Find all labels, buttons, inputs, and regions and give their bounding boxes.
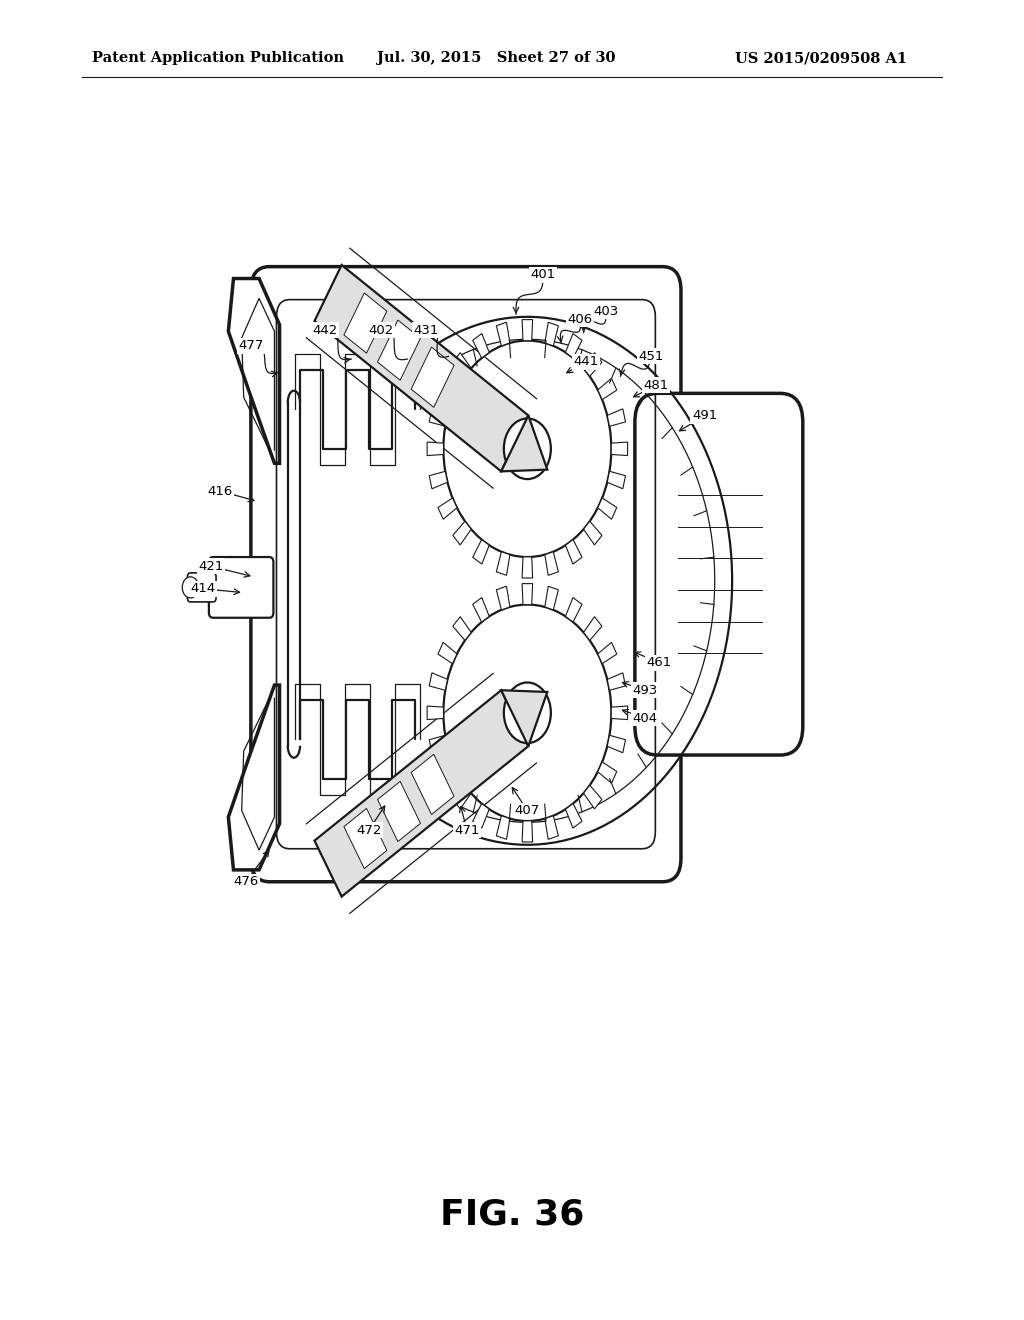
Polygon shape (584, 616, 602, 640)
Text: 402: 402 (369, 323, 393, 337)
Polygon shape (584, 352, 602, 376)
Text: 431: 431 (414, 323, 438, 337)
FancyBboxPatch shape (209, 557, 273, 618)
Text: 477: 477 (239, 339, 263, 352)
Polygon shape (228, 279, 280, 463)
Text: 404: 404 (633, 711, 657, 725)
Text: 403: 403 (594, 305, 618, 318)
Polygon shape (429, 471, 447, 488)
Polygon shape (453, 352, 471, 376)
Polygon shape (429, 735, 447, 752)
Circle shape (504, 682, 551, 743)
Polygon shape (314, 690, 528, 896)
Text: 451: 451 (639, 350, 664, 363)
Polygon shape (344, 808, 387, 869)
Polygon shape (584, 785, 602, 809)
Polygon shape (228, 685, 280, 870)
Polygon shape (412, 754, 454, 814)
Circle shape (443, 605, 611, 821)
Polygon shape (522, 557, 532, 578)
Polygon shape (565, 540, 582, 564)
Polygon shape (438, 643, 457, 664)
Polygon shape (438, 379, 457, 400)
Polygon shape (438, 498, 457, 519)
Circle shape (182, 577, 199, 598)
Polygon shape (545, 552, 558, 576)
Polygon shape (565, 598, 582, 622)
Text: 407: 407 (515, 804, 540, 817)
Polygon shape (565, 804, 582, 828)
Text: 421: 421 (199, 560, 223, 573)
Polygon shape (427, 706, 443, 719)
Polygon shape (607, 471, 626, 488)
Polygon shape (545, 586, 558, 610)
Polygon shape (473, 804, 489, 828)
Polygon shape (497, 586, 510, 610)
Polygon shape (522, 583, 532, 605)
Text: 461: 461 (647, 656, 672, 669)
Text: 472: 472 (356, 824, 381, 837)
Polygon shape (344, 293, 387, 354)
Text: 476: 476 (233, 875, 258, 888)
Polygon shape (378, 781, 421, 842)
Text: 401: 401 (530, 268, 555, 281)
Polygon shape (438, 762, 457, 783)
Polygon shape (453, 785, 471, 809)
Polygon shape (429, 673, 447, 690)
Circle shape (504, 418, 551, 479)
Polygon shape (598, 498, 616, 519)
Polygon shape (607, 735, 626, 752)
Polygon shape (453, 616, 471, 640)
Text: 471: 471 (455, 824, 479, 837)
Polygon shape (522, 821, 532, 842)
Polygon shape (584, 521, 602, 545)
FancyBboxPatch shape (187, 573, 216, 602)
Text: 416: 416 (208, 484, 232, 498)
Polygon shape (611, 706, 628, 719)
Polygon shape (545, 816, 558, 840)
Polygon shape (598, 379, 616, 400)
Polygon shape (314, 265, 528, 471)
Polygon shape (497, 816, 510, 840)
Polygon shape (378, 319, 421, 380)
Polygon shape (611, 442, 628, 455)
Polygon shape (501, 416, 548, 471)
Polygon shape (545, 322, 558, 346)
Polygon shape (607, 409, 626, 426)
Text: 441: 441 (573, 355, 598, 368)
Polygon shape (473, 540, 489, 564)
Text: 414: 414 (190, 582, 215, 595)
Polygon shape (427, 442, 443, 455)
Text: 481: 481 (644, 379, 669, 392)
Polygon shape (565, 334, 582, 358)
Text: FIG. 36: FIG. 36 (440, 1197, 584, 1232)
Text: 491: 491 (692, 409, 717, 422)
Text: Patent Application Publication: Patent Application Publication (92, 51, 344, 66)
Polygon shape (453, 521, 471, 545)
Polygon shape (522, 319, 532, 341)
Text: 406: 406 (567, 313, 592, 326)
Polygon shape (412, 347, 454, 408)
Text: US 2015/0209508 A1: US 2015/0209508 A1 (735, 51, 907, 66)
Polygon shape (607, 673, 626, 690)
Polygon shape (429, 409, 447, 426)
FancyBboxPatch shape (635, 393, 803, 755)
Polygon shape (501, 690, 548, 746)
Polygon shape (473, 598, 489, 622)
Text: 493: 493 (633, 684, 657, 697)
Polygon shape (598, 643, 616, 664)
Text: Jul. 30, 2015   Sheet 27 of 30: Jul. 30, 2015 Sheet 27 of 30 (377, 51, 615, 66)
Polygon shape (598, 762, 616, 783)
Polygon shape (473, 334, 489, 358)
FancyBboxPatch shape (251, 267, 681, 882)
Polygon shape (497, 322, 510, 346)
Polygon shape (497, 552, 510, 576)
Circle shape (443, 341, 611, 557)
Text: 442: 442 (312, 323, 337, 337)
